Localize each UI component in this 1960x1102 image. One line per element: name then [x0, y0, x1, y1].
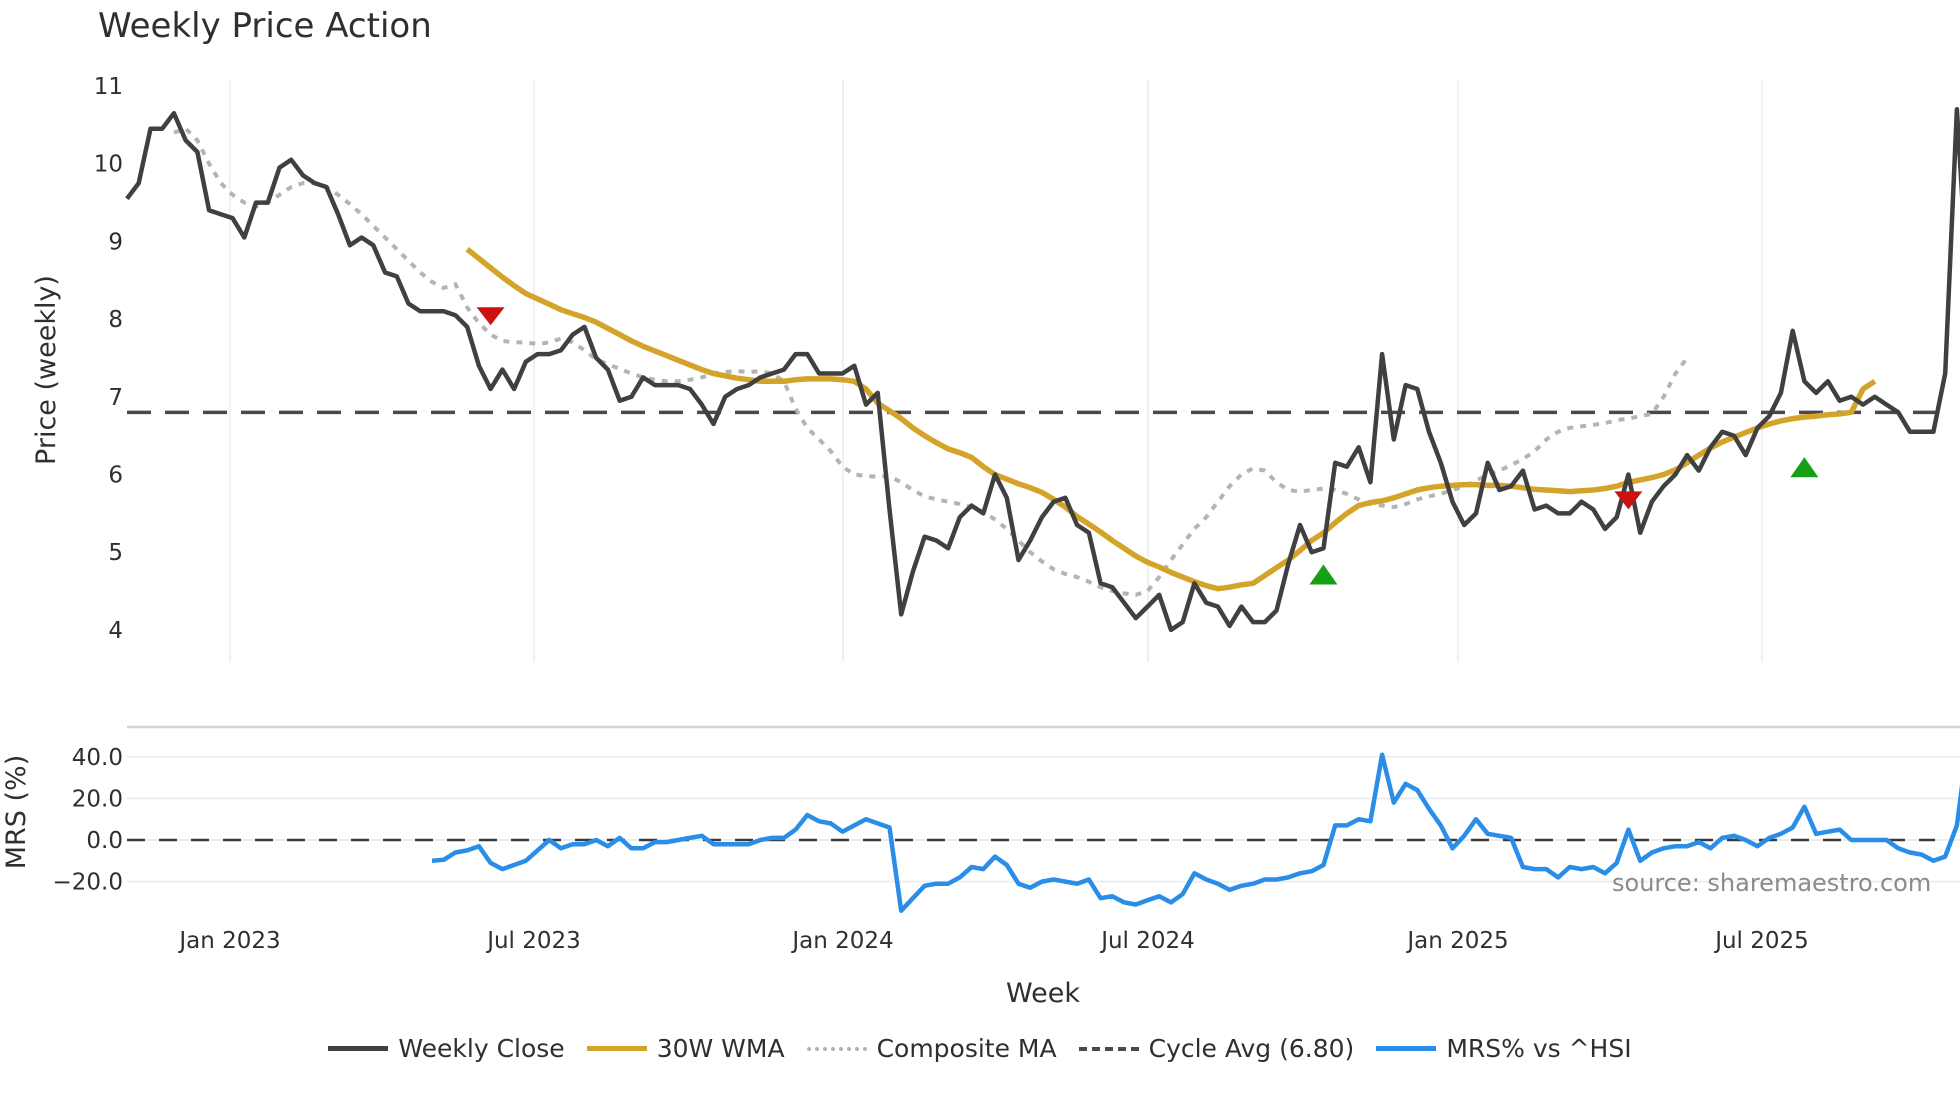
legend-label: 30W WMA	[656, 1034, 785, 1063]
legend-label: Weekly Close	[398, 1034, 565, 1063]
x-tick-label: Jul 2025	[1713, 928, 1809, 954]
legend-item-wma[interactable]: 30W WMA	[586, 1034, 785, 1063]
price-y-tick-label: 9	[108, 229, 123, 255]
mrs-y-tick-label: 0.0	[86, 828, 123, 854]
price-y-axis-ticks: 4 5 6 7 8 9 10 11	[94, 74, 123, 644]
signal-markers	[476, 307, 1819, 585]
price-y-tick-label: 4	[108, 618, 123, 644]
mrs-y-axis-ticks: −20.0 0.0 20.0 40.0	[53, 745, 123, 896]
buy-signal-triangle-icon	[1790, 457, 1819, 478]
price-y-axis-title: Price (weekly)	[31, 275, 62, 465]
price-y-tick-label: 7	[108, 385, 123, 411]
series-layer	[125, 107, 1960, 913]
mrs-y-axis-title: MRS (%)	[1, 755, 32, 870]
buy-signal-triangle-icon	[1309, 564, 1338, 585]
price-gridlines	[229, 80, 1763, 662]
legend-label: Cycle Avg (6.80)	[1148, 1034, 1355, 1063]
legend-item-cycle-avg[interactable]: Cycle Avg (6.80)	[1078, 1034, 1355, 1063]
price-y-tick-label: 8	[108, 307, 123, 333]
legend-swatch-icon	[586, 1046, 647, 1051]
x-tick-label: Jan 2024	[790, 928, 893, 954]
weekly-close-line	[125, 107, 1960, 633]
price-y-tick-label: 11	[94, 74, 123, 100]
x-axis-title: Week	[1006, 978, 1080, 1009]
price-y-tick-label: 10	[94, 152, 123, 178]
legend-swatch-icon	[1376, 1046, 1437, 1051]
mrs-y-tick-label: 20.0	[72, 786, 123, 812]
legend-swatch-icon	[328, 1046, 389, 1051]
mrs-y-tick-label: −20.0	[53, 870, 123, 896]
mrs-gridlines	[127, 755, 1960, 883]
mrs-y-tick-label: 40.0	[72, 745, 123, 771]
chart-title: Weekly Price Action	[98, 6, 432, 46]
legend-swatch-icon	[806, 1046, 867, 1051]
legend-item-mrs[interactable]: MRS% vs ^HSI	[1376, 1034, 1632, 1063]
x-tick-label: Jul 2023	[485, 928, 581, 954]
source-note: source: sharemaestro.com	[1612, 869, 1931, 897]
x-axis-ticks: Jan 2023 Jul 2023 Jan 2024 Jul 2024 Jan 2025…	[177, 928, 1808, 954]
price-y-tick-label: 6	[108, 463, 123, 489]
x-tick-label: Jan 2025	[1405, 928, 1508, 954]
legend-swatch-icon	[1078, 1046, 1139, 1051]
sell-signal-triangle-icon	[1614, 491, 1643, 510]
x-tick-label: Jan 2023	[177, 928, 280, 954]
legend-label: MRS% vs ^HSI	[1446, 1034, 1632, 1063]
legend-label: Composite MA	[876, 1034, 1057, 1063]
legend-item-composite-ma[interactable]: Composite MA	[806, 1034, 1057, 1063]
sell-signal-triangle-icon	[476, 307, 505, 326]
wma-30w-line	[465, 247, 1877, 592]
legend: Weekly Close 30W WMA Composite MA Cycle Avg…	[0, 1034, 1960, 1063]
legend-item-weekly-close[interactable]: Weekly Close	[328, 1034, 565, 1063]
composite-ma-line	[173, 126, 1689, 597]
x-tick-label: Jul 2024	[1099, 928, 1195, 954]
mrs-line	[431, 752, 1960, 913]
price-y-tick-label: 5	[108, 540, 123, 566]
